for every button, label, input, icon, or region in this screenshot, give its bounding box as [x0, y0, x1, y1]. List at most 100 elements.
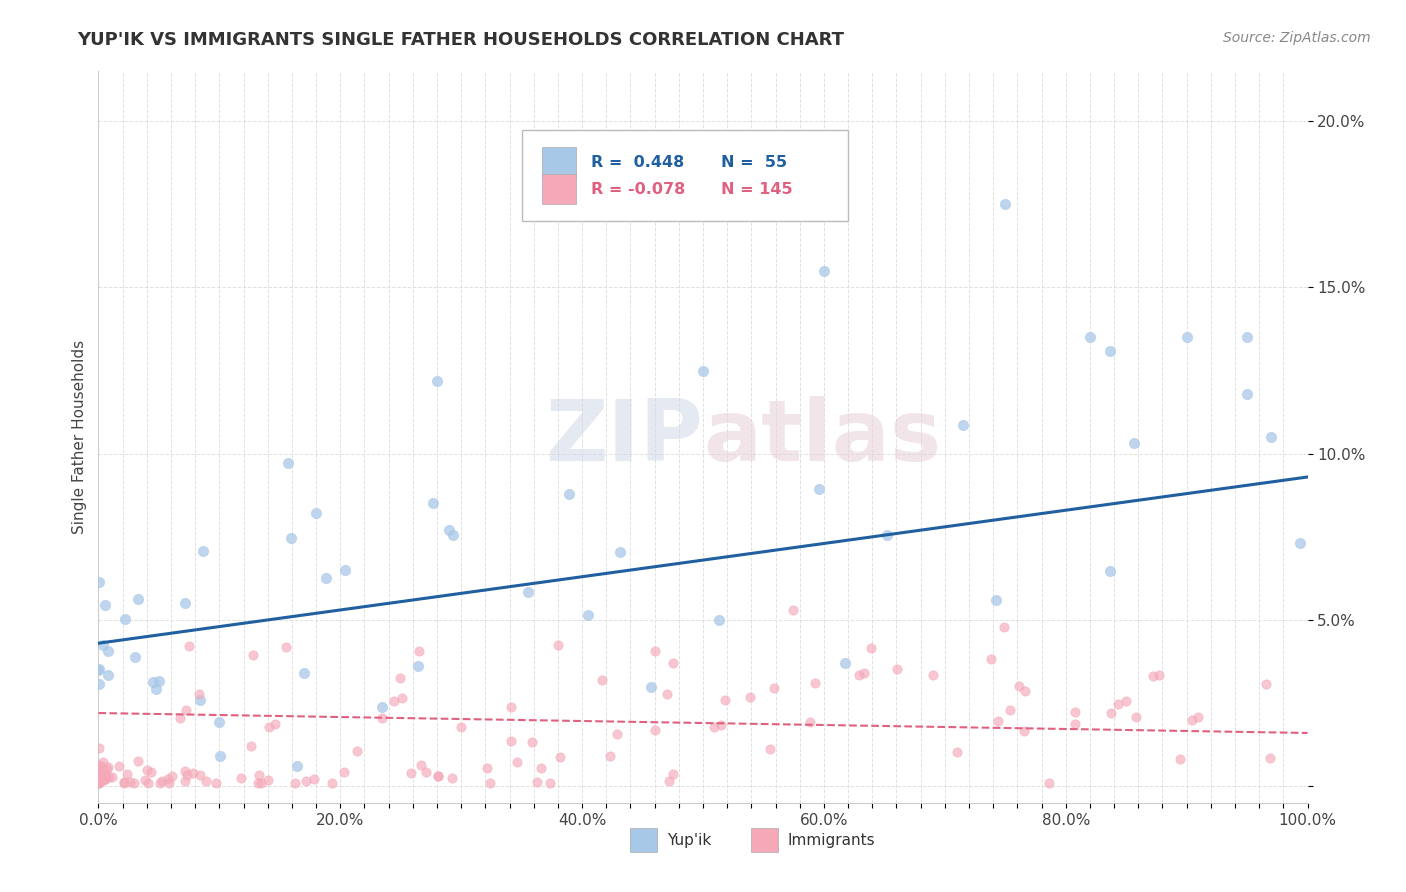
Point	[174, 703, 197, 717]
Point	[441, 771, 464, 785]
Point	[87, 775, 110, 789]
Point	[740, 690, 762, 705]
Point	[980, 652, 1002, 666]
Point	[1260, 430, 1282, 444]
Point	[450, 720, 472, 734]
Point	[506, 755, 529, 769]
Point	[100, 770, 122, 784]
Point	[952, 417, 974, 432]
FancyBboxPatch shape	[522, 130, 848, 221]
Point	[208, 748, 231, 763]
Point	[609, 544, 631, 558]
Point	[93, 763, 115, 777]
Point	[120, 775, 142, 789]
Point	[142, 675, 165, 690]
Point	[576, 608, 599, 623]
Point	[547, 638, 569, 652]
Point	[501, 699, 523, 714]
Text: ZIP: ZIP	[546, 395, 703, 479]
Point	[87, 771, 110, 785]
Point	[1078, 330, 1101, 344]
Point	[315, 571, 337, 585]
Point	[591, 673, 613, 687]
Point	[763, 681, 786, 696]
Point	[97, 770, 120, 784]
Point	[640, 681, 662, 695]
Point	[127, 754, 149, 768]
Point	[93, 771, 115, 785]
Point	[346, 743, 368, 757]
Point	[91, 762, 114, 776]
Point	[169, 711, 191, 725]
Point	[89, 765, 111, 780]
Bar	[543, 174, 576, 204]
Point	[187, 686, 209, 700]
Point	[522, 735, 544, 749]
Point	[117, 766, 139, 780]
Point	[87, 774, 110, 789]
Point	[205, 776, 228, 790]
Point	[188, 692, 211, 706]
Point	[1147, 668, 1170, 682]
Point	[94, 598, 117, 612]
Point	[662, 766, 685, 780]
Point	[112, 776, 135, 790]
Point	[422, 496, 444, 510]
Point	[193, 543, 215, 558]
Point	[122, 776, 145, 790]
Point	[1122, 436, 1144, 450]
Point	[813, 264, 835, 278]
Point	[157, 772, 180, 786]
Point	[987, 714, 1010, 728]
Point	[97, 760, 120, 774]
Point	[406, 659, 429, 673]
Point	[1142, 669, 1164, 683]
Point	[946, 745, 969, 759]
Point	[1012, 724, 1035, 739]
Point	[1007, 679, 1029, 693]
Point	[87, 768, 110, 782]
Point	[804, 676, 827, 690]
Point	[886, 662, 908, 676]
Point	[87, 574, 110, 589]
Point	[526, 775, 548, 789]
Point	[145, 682, 167, 697]
Point	[87, 663, 110, 677]
Point	[382, 694, 405, 708]
Point	[808, 482, 831, 496]
Point	[1175, 330, 1198, 344]
Point	[371, 711, 394, 725]
Point	[87, 776, 110, 790]
Point	[538, 776, 561, 790]
Text: Source: ZipAtlas.com: Source: ZipAtlas.com	[1223, 31, 1371, 45]
Point	[558, 487, 581, 501]
Point	[277, 456, 299, 470]
Point	[87, 776, 110, 790]
Point	[274, 640, 297, 655]
Point	[87, 762, 110, 776]
Point	[87, 741, 110, 756]
Point	[284, 776, 307, 790]
Point	[517, 585, 540, 599]
Point	[799, 714, 821, 729]
Point	[124, 650, 146, 665]
Point	[692, 363, 714, 377]
Point	[644, 723, 666, 737]
Point	[112, 774, 135, 789]
Point	[87, 769, 110, 783]
Point	[415, 764, 437, 779]
Point	[150, 774, 173, 789]
Point	[183, 766, 205, 780]
Point	[295, 774, 318, 789]
Point	[1064, 717, 1087, 731]
Point	[229, 772, 252, 786]
Point	[714, 693, 737, 707]
Point	[658, 773, 681, 788]
Point	[305, 506, 328, 520]
Point	[710, 718, 733, 732]
Point	[194, 773, 217, 788]
Point	[644, 644, 666, 658]
Point	[162, 769, 184, 783]
Point	[993, 620, 1015, 634]
Point	[179, 640, 201, 654]
